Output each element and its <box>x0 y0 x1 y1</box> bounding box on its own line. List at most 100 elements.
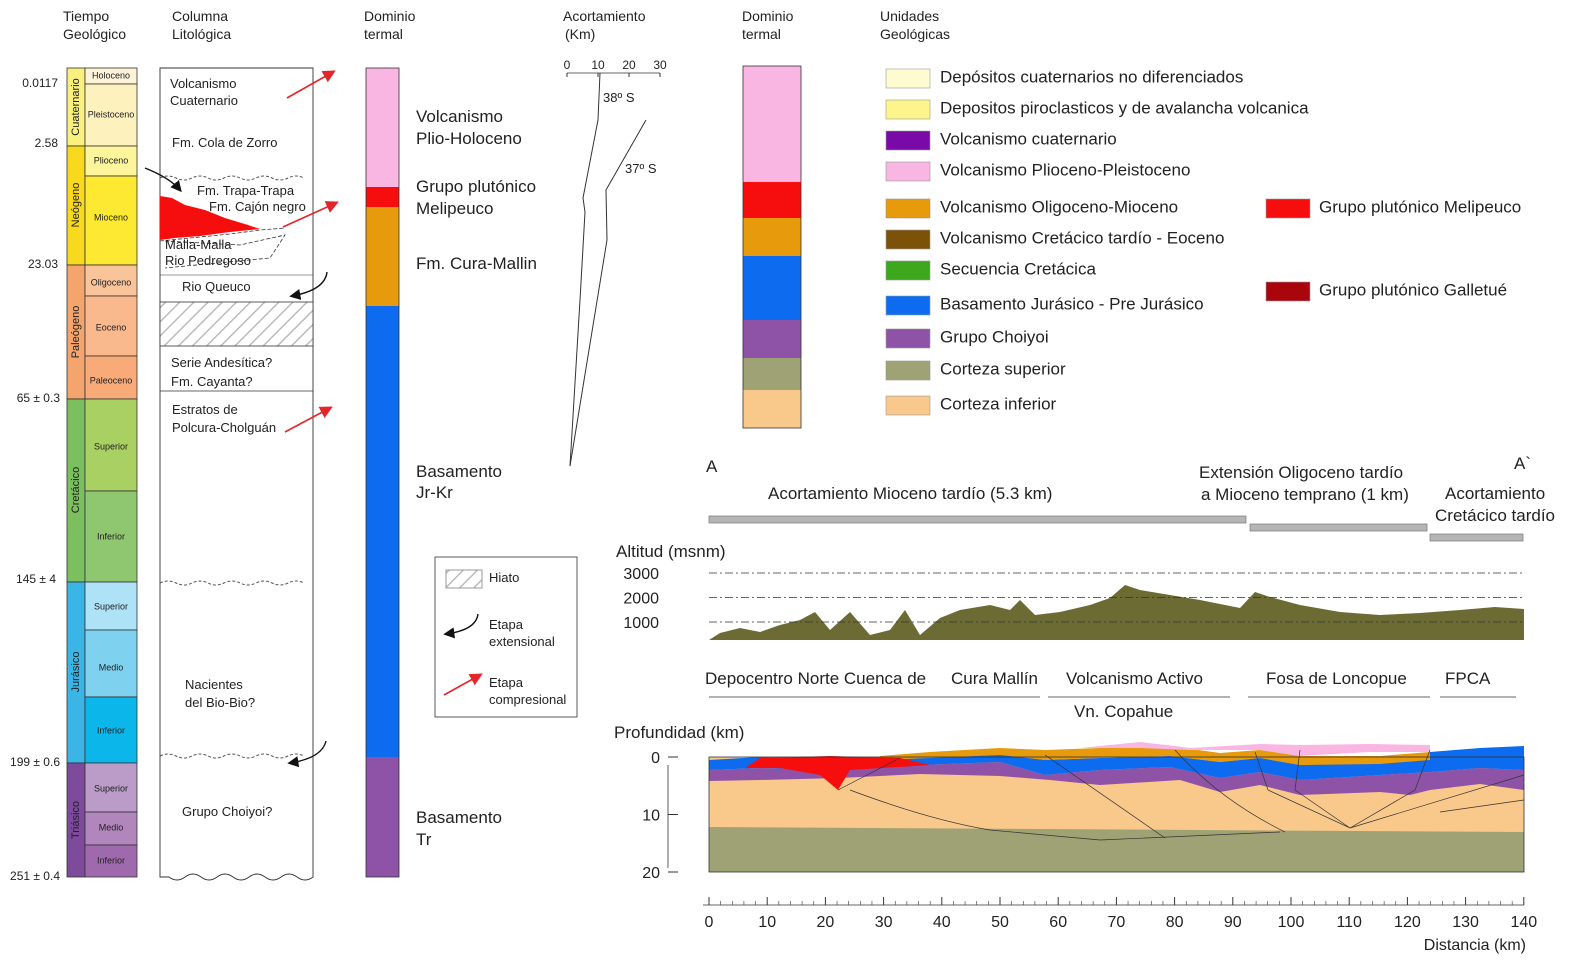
phase: Acortamiento <box>1445 484 1545 503</box>
domain: Basamento <box>416 808 502 827</box>
tick-label: 20 <box>642 865 660 882</box>
tick-label: 110 <box>1336 914 1362 931</box>
unit: Fm. Cayanta? <box>171 374 253 389</box>
region: Fosa de Loncopue <box>1266 669 1407 688</box>
axis-title: Distancia (km) <box>1424 937 1526 954</box>
swatch <box>886 199 930 218</box>
latitude: 37º S <box>625 161 657 176</box>
unit-label: Depositos piroclasticos y de avalancha v… <box>940 98 1309 117</box>
swatch <box>886 131 930 150</box>
unit: Rio Queuco <box>182 279 251 294</box>
epoch: Medio <box>99 662 124 672</box>
period: Triásico <box>70 801 82 839</box>
region: Vn. Copahue <box>1074 702 1173 721</box>
unit-label: Secuencia Cretácica <box>940 259 1096 278</box>
period: Neógeno <box>70 183 82 228</box>
header: Geológicas <box>880 26 950 42</box>
tick-label: 10 <box>758 914 776 931</box>
legend-box: Hiato Etapa extensional Etapa compresion… <box>435 557 577 717</box>
legend-label: extensional <box>489 634 555 649</box>
epoch: Inferior <box>97 725 125 735</box>
tick-label: 60 <box>1049 914 1067 931</box>
tick-label: 10 <box>642 808 660 825</box>
age: 199 ± 0.6 <box>10 755 60 769</box>
header: Dominio <box>742 8 794 24</box>
region: Cura Mallín <box>951 669 1038 688</box>
domain: Plio-Holoceno <box>416 129 522 148</box>
tick-label: 0 <box>651 750 660 767</box>
epoch: Medio <box>99 822 124 832</box>
unit: Serie Andesítica? <box>171 355 272 370</box>
age: 2.58 <box>35 136 59 150</box>
swatch <box>886 69 930 88</box>
tick-label: 1000 <box>623 615 659 632</box>
phase: Acortamiento Mioceno tardío (5.3 km) <box>768 484 1052 503</box>
tick-label: 10 <box>591 58 605 72</box>
swatch <box>886 296 930 315</box>
unit-label: Basamento Jurásico - Pre Jurásico <box>940 294 1204 313</box>
legend-label: compresional <box>489 692 566 707</box>
swatch <box>886 329 930 348</box>
tick-label: 20 <box>817 914 835 931</box>
region: FPCA <box>1445 669 1491 688</box>
section-end: A <box>706 457 718 476</box>
tick-label: 140 <box>1510 914 1537 931</box>
legend-label: Hiato <box>489 570 519 585</box>
epoch: Superior <box>94 601 128 611</box>
phase: Extensión Oligoceno tardío <box>1199 463 1403 482</box>
swatch <box>1266 199 1310 218</box>
unit: Estratos de <box>172 402 238 417</box>
header: Columna <box>172 8 228 24</box>
unit-label: Volcanismo Cretácico tardío - Eoceno <box>940 228 1224 247</box>
time-column: Tiempo Geológico Cuaternario Neógeno Pal… <box>10 8 137 883</box>
latitude: 38º S <box>603 90 635 105</box>
header: Geológico <box>63 26 126 42</box>
unit: Malla-Malla <box>165 237 232 252</box>
unit-label: Corteza superior <box>940 359 1066 378</box>
axis-title: Altitud (msnm) <box>616 542 726 561</box>
epoch: Holoceno <box>92 70 130 80</box>
unit: Grupo Choiyoi? <box>182 804 272 819</box>
unit: Rio Pedregoso <box>165 253 251 268</box>
unit-label: Corteza inferior <box>940 394 1057 413</box>
epoch: Inferior <box>97 855 125 865</box>
unit: Fm. Cajón negro <box>209 199 306 214</box>
period: Paleógeno <box>70 306 82 359</box>
period: Cretácico <box>70 467 82 513</box>
age: 145 ± 4 <box>16 572 56 586</box>
tick-label: 0 <box>705 914 714 931</box>
legend-label: Etapa <box>489 675 524 690</box>
epoch: Pleistoceno <box>88 109 135 119</box>
unit: Nacientes <box>185 677 243 692</box>
section-end: A` <box>1514 454 1531 473</box>
header: Litológica <box>172 26 231 42</box>
age: 65 ± 0.3 <box>17 391 61 405</box>
domain: Melipeuco <box>416 199 494 218</box>
unit-label: Volcanismo Oligoceno-Mioceno <box>940 197 1178 216</box>
unit: del Bio-Bio? <box>185 695 255 710</box>
cross-section: A A` Acortamiento Mioceno tardío (5.3 km… <box>614 454 1555 954</box>
region: Volcanismo Activo <box>1066 669 1203 688</box>
epoch: Eoceno <box>96 322 127 332</box>
tick-label: 20 <box>622 58 636 72</box>
domain: Basamento <box>416 462 502 481</box>
tick-label: 70 <box>1108 914 1126 931</box>
thermal-domain: Dominio termal Volcanismo Plio-Holoceno … <box>364 8 537 877</box>
header: Acortamiento <box>563 8 646 24</box>
region: Depocentro Norte Cuenca de <box>705 669 926 688</box>
tick-label: 100 <box>1278 914 1305 931</box>
header: Dominio <box>364 8 416 24</box>
thermal-domain-2: Dominio termal <box>742 8 801 428</box>
header: Unidades <box>880 8 939 24</box>
unit-label: Grupo plutónico Melipeuco <box>1319 197 1521 216</box>
tick-label: 30 <box>653 58 667 72</box>
period: Jurásico <box>70 652 82 693</box>
header: (Km) <box>565 26 595 42</box>
epoch: Plioceno <box>94 155 129 165</box>
domain: Volcanismo <box>416 107 503 126</box>
swatch <box>1266 282 1310 301</box>
phase: Cretácico tardío <box>1435 506 1555 525</box>
tick-label: 50 <box>991 914 1009 931</box>
tick-label: 2000 <box>623 591 659 608</box>
